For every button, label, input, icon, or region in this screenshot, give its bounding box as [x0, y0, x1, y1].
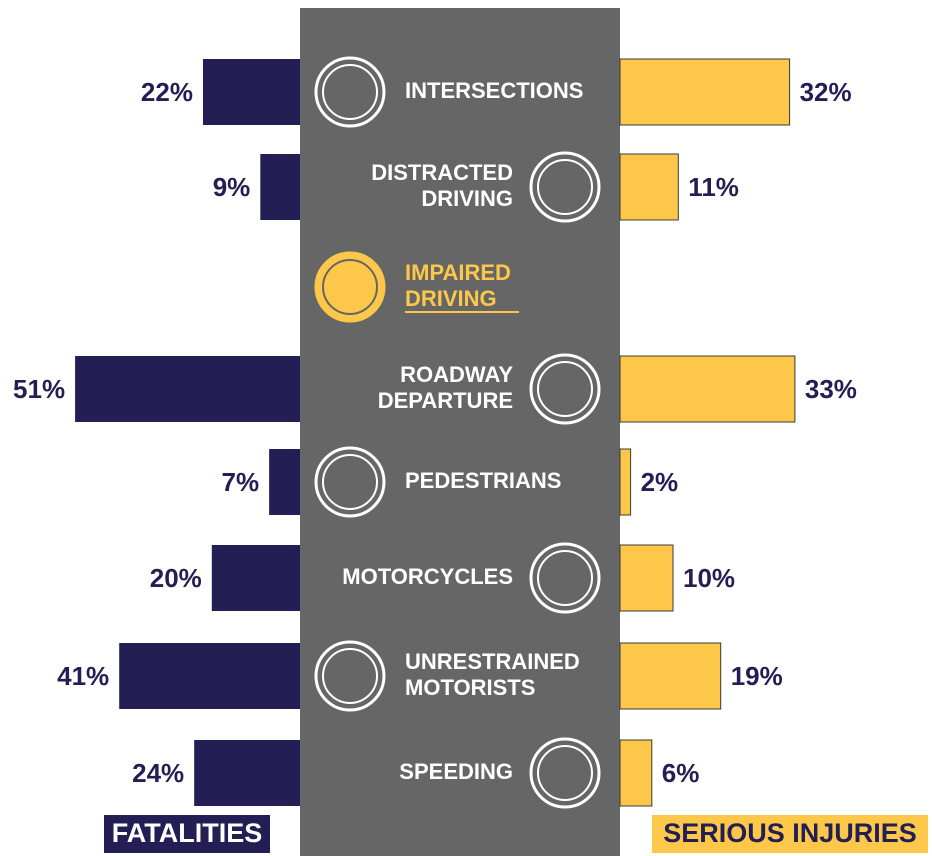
bar [269, 449, 300, 515]
bar [119, 643, 300, 709]
bar [619, 153, 679, 221]
category-label: DEPARTURE [378, 388, 513, 413]
category-icon [529, 542, 601, 614]
category-icon-inner [537, 745, 593, 801]
bar [260, 154, 300, 220]
category-icon-inner [322, 259, 378, 315]
category-label: DRIVING [421, 186, 513, 211]
bar [619, 355, 796, 423]
value-label: 10% [683, 563, 735, 593]
bar [619, 642, 722, 710]
value-label: 32% [800, 77, 852, 107]
value-label: 24% [132, 758, 184, 788]
category-icon-inner [322, 648, 378, 704]
category-icon [314, 446, 386, 518]
bar [619, 448, 632, 516]
value-label: 41% [57, 661, 109, 691]
category-label: MOTORCYCLES [342, 564, 513, 589]
category-label: SPEEDING [399, 759, 513, 784]
category-icon-inner [322, 454, 378, 510]
center-panel [300, 8, 620, 856]
value-label: 33% [805, 374, 857, 404]
category-icon [529, 737, 601, 809]
value-label: 20% [150, 563, 202, 593]
category-label: IMPAIRED [405, 260, 511, 285]
value-label: 2% [641, 467, 679, 497]
category-label: DISTRACTED [371, 160, 513, 185]
bar [194, 740, 300, 806]
category-label: DRIVING [405, 286, 497, 311]
legend-box [652, 815, 928, 853]
category-icon [529, 353, 601, 425]
legend-label: SERIOUS INJURIES [663, 818, 917, 848]
category-icon-inner [537, 550, 593, 606]
bar [619, 739, 653, 807]
category-icon-inner [537, 361, 593, 417]
category-label: ROADWAY [400, 362, 513, 387]
bar [619, 544, 674, 612]
category-icon [314, 251, 386, 323]
category-label: UNRESTRAINED [405, 649, 580, 674]
bar [211, 545, 300, 611]
category-label: MOTORISTS [405, 675, 535, 700]
value-label: 22% [141, 77, 193, 107]
category-icon [314, 56, 386, 128]
bar [619, 58, 791, 126]
legend-box [104, 815, 270, 853]
category-icon [529, 151, 601, 223]
category-icon-inner [322, 64, 378, 120]
value-label: 7% [222, 467, 260, 497]
value-label: 11% [688, 172, 739, 202]
category-icon [314, 640, 386, 712]
legend-label: FATALITIES [112, 818, 263, 848]
value-label: 19% [731, 661, 783, 691]
value-label: 51% [13, 374, 65, 404]
value-label: 6% [662, 758, 700, 788]
value-label: 9% [213, 172, 251, 202]
category-label: INTERSECTIONS [405, 78, 583, 103]
bar [75, 356, 300, 422]
category-icon-inner [537, 159, 593, 215]
category-label: PEDESTRIANS [405, 468, 561, 493]
bar [202, 59, 300, 125]
